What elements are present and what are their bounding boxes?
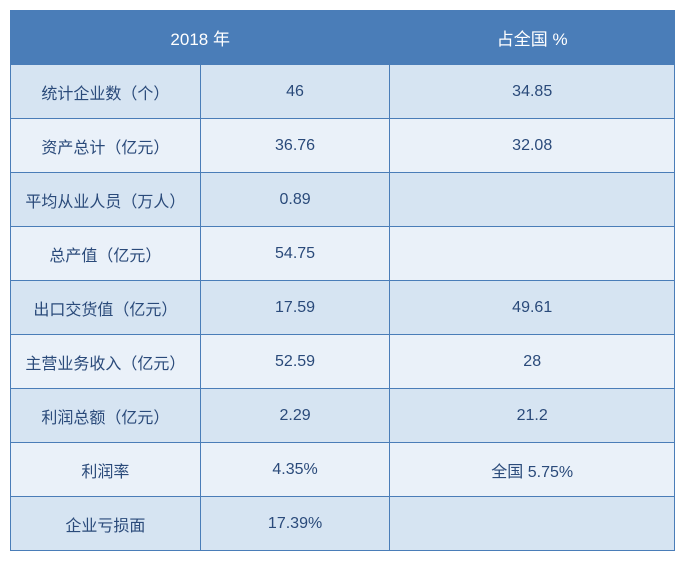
row-value: 17.59 [200,281,390,335]
row-percent: 28 [390,335,675,389]
row-value: 4.35% [200,443,390,497]
statistics-table: 2018 年 占全国 % 统计企业数（个）4634.85资产总计（亿元）36.7… [10,10,675,551]
table-header-row: 2018 年 占全国 % [11,11,675,65]
table-row: 资产总计（亿元）36.7632.08 [11,119,675,173]
row-label: 利润率 [11,443,201,497]
row-label: 平均从业人员（万人） [11,173,201,227]
row-value: 17.39% [200,497,390,551]
table-row: 总产值（亿元）54.75 [11,227,675,281]
row-percent: 32.08 [390,119,675,173]
data-table-container: 2018 年 占全国 % 统计企业数（个）4634.85资产总计（亿元）36.7… [10,10,675,551]
table-row: 企业亏损面17.39% [11,497,675,551]
row-label: 出口交货值（亿元） [11,281,201,335]
table-body: 统计企业数（个）4634.85资产总计（亿元）36.7632.08平均从业人员（… [11,65,675,551]
row-percent [390,227,675,281]
row-label: 总产值（亿元） [11,227,201,281]
row-value: 54.75 [200,227,390,281]
row-label: 资产总计（亿元） [11,119,201,173]
row-value: 36.76 [200,119,390,173]
row-percent: 全国 5.75% [390,443,675,497]
table-row: 利润率4.35%全国 5.75% [11,443,675,497]
table-row: 统计企业数（个）4634.85 [11,65,675,119]
table-row: 出口交货值（亿元）17.5949.61 [11,281,675,335]
row-value: 0.89 [200,173,390,227]
row-percent: 34.85 [390,65,675,119]
header-year: 2018 年 [11,11,390,65]
row-value: 52.59 [200,335,390,389]
table-row: 平均从业人员（万人）0.89 [11,173,675,227]
row-label: 统计企业数（个） [11,65,201,119]
row-percent: 21.2 [390,389,675,443]
header-percent: 占全国 % [390,11,675,65]
row-percent [390,497,675,551]
table-row: 主营业务收入（亿元）52.5928 [11,335,675,389]
row-label: 利润总额（亿元） [11,389,201,443]
row-value: 2.29 [200,389,390,443]
row-label: 企业亏损面 [11,497,201,551]
table-row: 利润总额（亿元）2.2921.2 [11,389,675,443]
row-percent: 49.61 [390,281,675,335]
row-value: 46 [200,65,390,119]
row-percent [390,173,675,227]
row-label: 主营业务收入（亿元） [11,335,201,389]
